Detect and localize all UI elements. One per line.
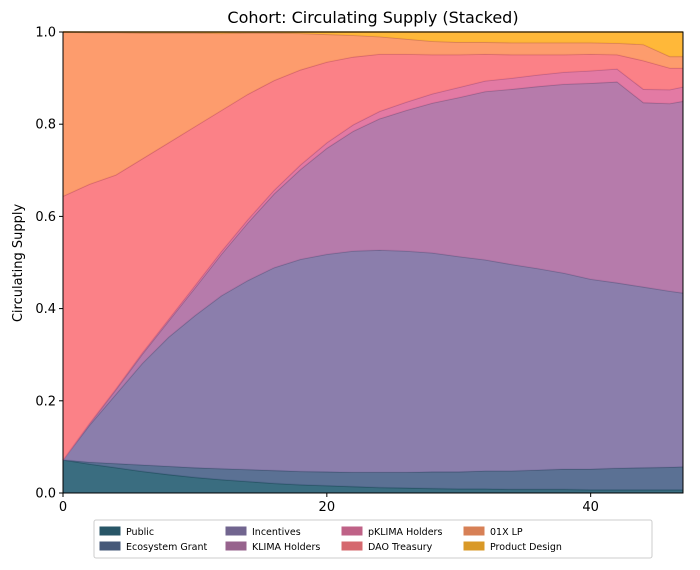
chart-title: Cohort: Circulating Supply (Stacked): [227, 8, 518, 27]
legend-swatch-pklima-holders: [341, 526, 363, 536]
area-layers: [62, 31, 684, 493]
legend-swatch-klima-holders: [225, 541, 247, 551]
legend: Public Ecosystem Grant Incentives KLIMA Hol…: [93, 519, 653, 559]
y-tick-label: 1.0: [35, 26, 56, 41]
y-tick-label: 0.4: [35, 302, 56, 317]
y-tick-label: 0.2: [35, 394, 56, 409]
legend-label-product-design: Product Design: [490, 542, 562, 553]
legend-label-dao-treasury: DAO Treasury: [368, 542, 433, 553]
y-tick-label: 0.8: [35, 118, 56, 133]
legend-swatch-product-design: [463, 541, 485, 551]
line-klima-holders: [62, 80, 684, 461]
legend-label-klima-holders: KLIMA Holders: [252, 542, 320, 553]
legend-swatch-01x-lp: [463, 526, 485, 536]
area-public: [63, 459, 683, 493]
legend-label-ecosystem-grant: Ecosystem Grant: [126, 542, 208, 553]
y-tick-label: 0.0: [35, 487, 56, 502]
legend-label-01x-lp: 01X LP: [490, 527, 523, 538]
x-axis-ticks: 0 20 40: [59, 493, 599, 515]
x-tick-label: 20: [319, 500, 336, 515]
x-tick-label: 0: [59, 500, 67, 515]
legend-label-incentives: Incentives: [252, 527, 301, 538]
y-tick-label: 0.6: [35, 210, 56, 225]
area-incentives: [63, 250, 683, 473]
plot-frame: [62, 31, 684, 494]
legend-label-public: Public: [126, 527, 154, 538]
x-tick-label: 40: [582, 500, 599, 515]
area-dao-treasury: [63, 54, 683, 460]
legend-swatch-public: [99, 526, 121, 536]
area-ecosystem-grant: [63, 459, 683, 490]
legend-swatch-incentives: [225, 526, 247, 536]
area-klima-holders: [63, 81, 683, 460]
y-axis-label: Circulating Supply: [11, 204, 26, 323]
area-01x-lp: [63, 32, 683, 197]
line-pklima-holders: [62, 68, 684, 461]
legend-label-pklima-holders: pKLIMA Holders: [368, 527, 442, 538]
area-product-design: [63, 32, 683, 57]
legend-swatch-dao-treasury: [341, 541, 363, 551]
y-axis-ticks: 0.0 0.2 0.4 0.6 0.8 1.0: [35, 26, 63, 502]
legend-swatch-ecosystem-grant: [99, 541, 121, 551]
